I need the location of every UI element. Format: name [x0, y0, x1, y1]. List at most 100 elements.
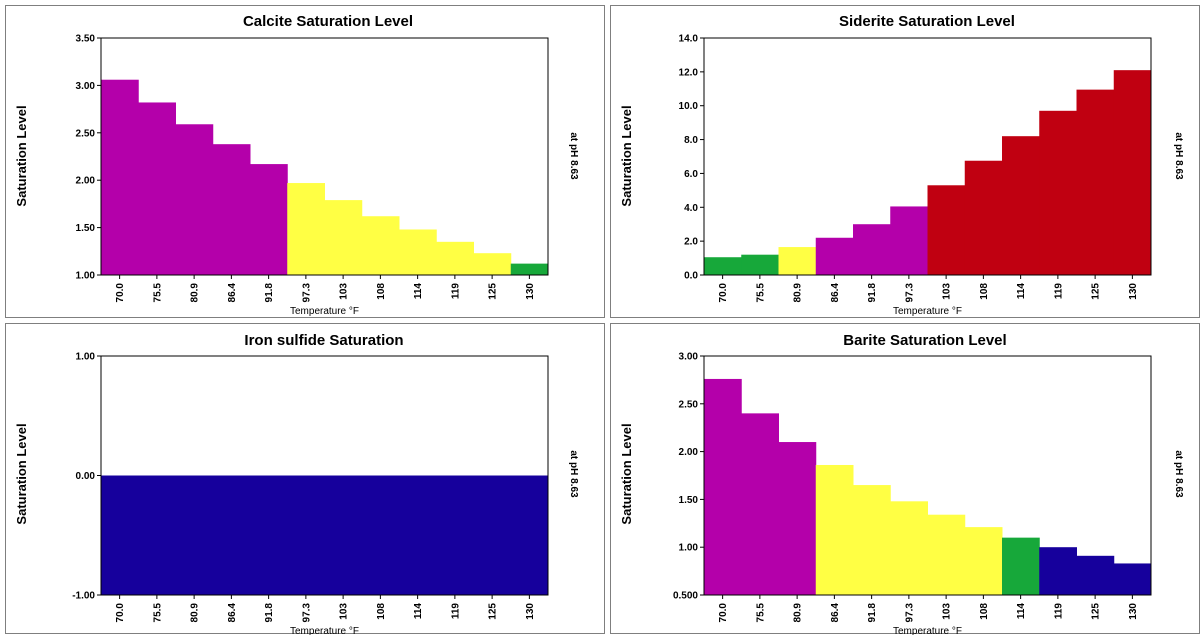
- x-tick-label: 108: [979, 283, 990, 300]
- y-tick-label: 2.0: [684, 237, 698, 248]
- iron-sulfide-chart-panel: Iron sulfide Saturation -1.00 0.00 1.00 70.0…: [5, 323, 605, 635]
- x-tick-label: 86.4: [830, 603, 841, 623]
- bar-119: [436, 241, 474, 275]
- y-tick-label: 2.00: [679, 447, 699, 458]
- x-tick-label: 125: [1091, 283, 1102, 300]
- y-tick-label: 3.00: [76, 81, 96, 92]
- x-tick-label: 91.8: [264, 603, 275, 623]
- barite-chart: Barite Saturation Level 0.500 1.00 1.50 2.00…: [619, 332, 1184, 635]
- y-axis-label: Saturation Level: [14, 423, 29, 524]
- bar-119: [436, 475, 474, 595]
- plot-frame: [703, 37, 1152, 276]
- chart-title: Calcite Saturation Level: [243, 13, 413, 30]
- bar-80.9: [778, 442, 817, 595]
- bar-86.4: [815, 237, 854, 275]
- x-tick-label: 114: [413, 603, 424, 620]
- x-tick-label: 91.8: [867, 283, 878, 303]
- bar-125: [473, 253, 512, 275]
- x-tick-label: 70.0: [115, 283, 126, 303]
- y-tick-label: 4.0: [684, 203, 698, 214]
- bar-91.8: [250, 164, 288, 275]
- y-axis-label: Saturation Level: [619, 423, 634, 524]
- x-tick-label: 119: [1053, 283, 1064, 300]
- y-axis-label: Saturation Level: [619, 105, 634, 206]
- y-tick-label: 10.0: [679, 101, 699, 112]
- bar-108: [964, 160, 1003, 275]
- y-tick-label: -1.00: [72, 591, 95, 602]
- bar-97.3: [890, 501, 928, 595]
- y-tick-label: 0.00: [76, 471, 96, 482]
- y-tick-label: 2.00: [76, 176, 96, 187]
- bar-103: [324, 200, 363, 275]
- y-tick-label: 2.50: [76, 128, 96, 139]
- x-tick-label: 103: [339, 603, 350, 620]
- x-tick-label: 70.0: [115, 603, 126, 623]
- x-tick-label: 114: [1016, 603, 1027, 620]
- y-tick-label: 14.0: [679, 34, 699, 45]
- y-tick-label: 1.50: [76, 223, 96, 234]
- siderite-chart: Siderite Saturation Level 0.0 2.0 4.0 6.0 8.0…: [619, 13, 1184, 317]
- plot-frame: [100, 37, 549, 276]
- bar-125: [1076, 555, 1115, 595]
- bar-75.5: [741, 413, 779, 595]
- y-tick-label: 1.00: [76, 352, 96, 363]
- chart-title: Barite Saturation Level: [843, 332, 1006, 349]
- x-tick-label: 80.9: [793, 283, 804, 303]
- x-tick-label: 103: [942, 283, 953, 300]
- bar-103: [324, 475, 363, 595]
- bar-97.3: [287, 183, 325, 275]
- y-tick-label: 12.0: [679, 67, 699, 78]
- x-tick-label: 70.0: [718, 603, 729, 623]
- bar-91.8: [853, 485, 891, 595]
- bar-75.5: [741, 254, 779, 275]
- bar-119: [1039, 547, 1077, 595]
- x-tick-label: 97.3: [904, 603, 915, 623]
- bar-75.5: [138, 475, 176, 595]
- x-axis-label: Temperature °F: [290, 306, 359, 317]
- x-tick-label: 86.4: [227, 603, 238, 623]
- plot-frame: [703, 355, 1152, 596]
- y-tick-label: 3.50: [76, 34, 96, 45]
- x-tick-label: 86.4: [830, 283, 841, 303]
- ph-label: at pH 8.63: [1173, 450, 1184, 498]
- x-tick-label: 86.4: [227, 283, 238, 303]
- ph-label: at pH 8.63: [568, 450, 579, 498]
- bar-70.0: [101, 475, 139, 595]
- bar-114: [1002, 537, 1040, 595]
- x-tick-label: 80.9: [190, 283, 201, 303]
- bar-130: [1113, 563, 1152, 595]
- x-tick-label: 97.3: [904, 283, 915, 303]
- x-tick-label: 91.8: [264, 283, 275, 303]
- bar-86.4: [212, 144, 251, 275]
- x-tick-label: 125: [488, 603, 499, 620]
- bar-86.4: [212, 475, 251, 595]
- x-tick-label: 75.5: [755, 603, 766, 623]
- bar-108: [361, 216, 400, 275]
- x-tick-label: 75.5: [152, 603, 163, 623]
- bar-75.5: [138, 102, 176, 276]
- y-tick-label: 3.00: [679, 352, 699, 363]
- x-tick-label: 103: [339, 283, 350, 300]
- y-tick-label: 1.50: [679, 495, 699, 506]
- bar-130: [510, 475, 549, 595]
- x-tick-label: 80.9: [793, 603, 804, 623]
- barite-chart-panel: Barite Saturation Level 0.500 1.00 1.50 2.00…: [610, 323, 1200, 635]
- x-tick-label: 130: [525, 603, 536, 620]
- x-tick-label: 97.3: [301, 283, 312, 303]
- bar-70.0: [704, 378, 742, 595]
- x-axis-label: Temperature °F: [290, 626, 359, 635]
- x-tick-label: 119: [1053, 603, 1064, 620]
- bar-86.4: [815, 464, 854, 595]
- x-tick-label: 80.9: [190, 603, 201, 623]
- x-tick-label: 108: [376, 283, 387, 300]
- y-tick-label: 0.0: [684, 271, 698, 282]
- bar-70.0: [704, 257, 742, 275]
- x-tick-label: 75.5: [755, 283, 766, 303]
- bar-80.9: [175, 124, 214, 275]
- calcite-chart-panel: Calcite Saturation Level 1.00 1.50 2.00 2.50…: [5, 5, 605, 318]
- y-tick-label: 6.0: [684, 169, 698, 180]
- x-tick-label: 103: [942, 603, 953, 620]
- x-tick-label: 91.8: [867, 603, 878, 623]
- bar-125: [1076, 89, 1115, 275]
- x-tick-label: 125: [1091, 603, 1102, 620]
